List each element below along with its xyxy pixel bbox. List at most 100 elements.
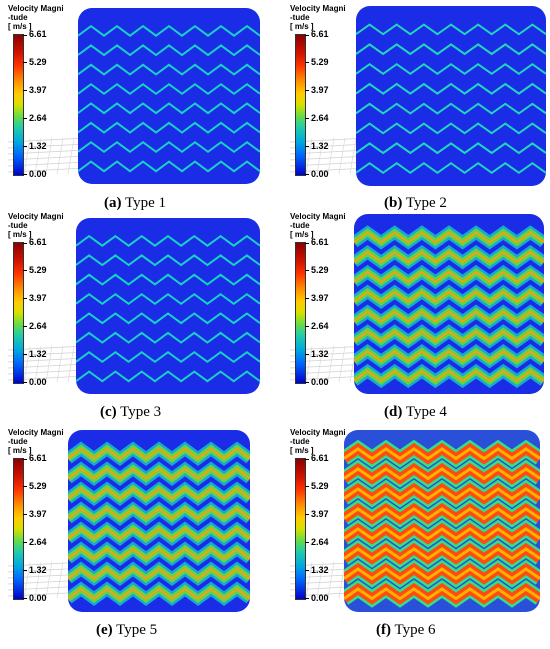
zigzag-channels (356, 23, 546, 175)
colorbar (295, 458, 306, 600)
legend-title-line1: Velocity Magni (290, 212, 346, 221)
zigzag-channels (344, 439, 540, 608)
channel-core (354, 369, 544, 383)
colorbar-tick-label: 3.97 (311, 509, 329, 519)
colorbar-tickmark (305, 270, 309, 271)
legend-title: Velocity Magni -tude[ m/s ] (290, 428, 346, 455)
colorbar-tick-label: 6.61 (29, 29, 47, 39)
colorbar-tick-label: 2.64 (29, 537, 47, 547)
colorbar-tick-label: 5.29 (29, 57, 47, 67)
channel-core (344, 547, 540, 561)
caption-label: Type 6 (391, 622, 436, 638)
legend-title: Velocity Magni -tude[ m/s ] (8, 4, 64, 31)
channel-core (354, 310, 544, 323)
caption-letter: (b) (384, 195, 403, 211)
channel-band (76, 370, 260, 383)
legend-unit: [ m/s ] (8, 230, 32, 239)
panel-caption: (e) Type 5 (96, 622, 157, 639)
caption-letter: (c) (100, 404, 117, 420)
channel-band (76, 312, 260, 325)
legend-title-line1: Velocity Magni (290, 428, 346, 437)
colorbar-tick-label: 2.64 (29, 321, 47, 331)
colorbar-tickmark (305, 298, 309, 299)
colorbar-tickmark (305, 570, 309, 571)
caption-label: Type 5 (112, 622, 158, 638)
colorbar-tickmark (23, 459, 27, 460)
panel-caption: (d) Type 4 (384, 404, 447, 421)
zigzag-channels (68, 441, 250, 607)
channel-band (78, 82, 260, 96)
colorbar-tickmark (305, 598, 309, 599)
colorbar-tickmark (305, 514, 309, 515)
colorbar-tick-label: 2.64 (311, 113, 329, 123)
velocity-contour-plot (78, 8, 260, 184)
colorbar-tickmark (23, 486, 27, 487)
colorbar-tickmark (23, 35, 27, 36)
colorbar (13, 242, 24, 384)
caption-label: Type 3 (116, 404, 162, 420)
colorbar-tickmark (23, 90, 27, 91)
colorbar-tickmark (23, 298, 27, 299)
velocity-contour-plot (76, 218, 260, 394)
channel-band (356, 142, 546, 155)
legend-title: Velocity Magni -tude[ m/s ] (8, 212, 64, 239)
legend-title-line1: Velocity Magni (8, 4, 64, 13)
channel-core (354, 330, 544, 343)
colorbar-tickmark (305, 486, 309, 487)
velocity-contour-plot (354, 214, 544, 394)
channel-core (68, 527, 250, 540)
colorbar-tickmark (305, 90, 309, 91)
colorbar-tickmark (23, 514, 27, 515)
channel-core (344, 447, 540, 461)
channel-band (356, 122, 546, 135)
colorbar-tickmark (23, 542, 27, 543)
legend-title-line2: -tude (290, 221, 310, 230)
colorbar-tick-label: 5.29 (311, 57, 329, 67)
channel-band (356, 23, 546, 36)
colorbar-tickmark (23, 62, 27, 63)
colorbar-tick-label: 6.61 (29, 237, 47, 247)
colorbar-tickmark (23, 270, 27, 271)
channel-core (68, 547, 250, 560)
caption-label: Type 1 (121, 195, 167, 211)
channel-band (76, 273, 260, 286)
colorbar-tick-label: 5.29 (311, 481, 329, 491)
channel-band (78, 24, 260, 37)
legend-title-line2: -tude (290, 13, 310, 22)
colorbar-tick-label: 6.61 (311, 453, 329, 463)
colorbar-tickmark (305, 326, 309, 327)
colorbar-tickmark (305, 146, 309, 147)
channel-band (76, 331, 260, 344)
legend-title-line1: Velocity Magni (290, 4, 346, 13)
panel-caption: (f) Type 6 (376, 622, 436, 639)
channel-core (344, 527, 540, 541)
channel-band (356, 102, 546, 115)
channel-core (344, 507, 540, 521)
colorbar-tickmark (23, 570, 27, 571)
channel-band (356, 82, 546, 95)
colorbar-tick-label: 6.61 (311, 237, 329, 247)
colorbar (13, 34, 24, 176)
channel-band (76, 234, 260, 247)
legend-unit: [ m/s ] (290, 22, 314, 31)
caption-letter: (e) (96, 622, 113, 638)
colorbar-tickmark (305, 382, 309, 383)
channel-band (78, 160, 260, 173)
legend-title: Velocity Magni -tude[ m/s ] (8, 428, 64, 455)
channel-core (354, 231, 544, 244)
colorbar-tick-label: 2.64 (311, 321, 329, 331)
colorbar-tick-label: 3.97 (29, 509, 47, 519)
channel-core (68, 487, 250, 500)
panel-caption: (a) Type 1 (104, 195, 166, 212)
colorbar-tickmark (305, 35, 309, 36)
legend-title-line2: -tude (8, 437, 28, 446)
channel-core (354, 251, 544, 264)
velocity-contour-plot (356, 6, 546, 186)
channel-band (78, 140, 260, 154)
legend-title-line2: -tude (290, 437, 310, 446)
colorbar-tickmark (23, 382, 27, 383)
caption-letter: (a) (104, 195, 122, 211)
colorbar-tickmark (305, 542, 309, 543)
colorbar-tick-label: 2.64 (29, 113, 47, 123)
zigzag-channels (354, 225, 544, 389)
